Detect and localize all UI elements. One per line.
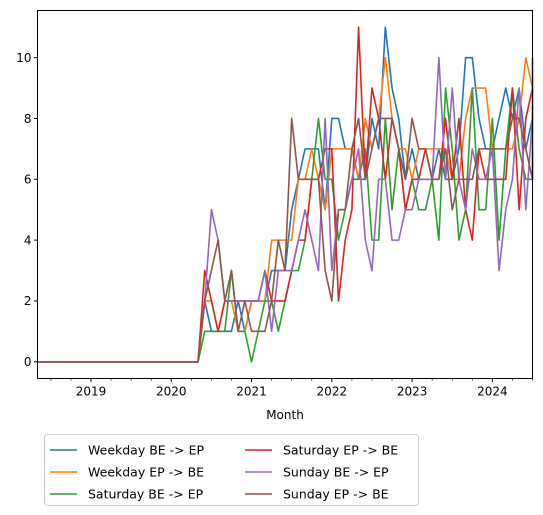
legend-entry: Weekday EP -> BE <box>50 465 204 480</box>
x-tick-label: 2021 <box>236 385 267 399</box>
y-tick-label: 2 <box>24 294 32 308</box>
series-line-5 <box>37 117 534 363</box>
legend-label: Weekday BE -> EP <box>88 443 205 458</box>
x-tick-label: 2019 <box>76 385 107 399</box>
legend-frame <box>44 434 419 506</box>
y-tick-label: 4 <box>24 233 32 247</box>
legend-entry: Saturday EP -> BE <box>245 443 398 458</box>
legend: Weekday BE -> EP Weekday EP -> BE Saturday… <box>44 434 419 506</box>
y-tick-label: 6 <box>24 173 32 187</box>
series-lines <box>37 26 534 363</box>
y-tick-label: 10 <box>16 51 31 65</box>
y-tick-label: 0 <box>24 355 32 369</box>
x-axis-title: Month <box>266 408 304 422</box>
x-tick-label: 2022 <box>317 385 348 399</box>
y-tick-label: 8 <box>24 112 32 126</box>
x-axis: 2019 2020 2021 2022 2023 2024 <box>50 378 533 399</box>
x-tick-label: 2023 <box>397 385 428 399</box>
legend-label: Saturday EP -> BE <box>283 443 398 458</box>
x-tick-label: 2020 <box>156 385 187 399</box>
legend-entry: Weekday BE -> EP <box>50 443 205 458</box>
legend-label: Sunday BE -> EP <box>283 465 389 480</box>
legend-label: Sunday EP -> BE <box>283 487 389 502</box>
legend-entry: Sunday EP -> BE <box>245 487 389 502</box>
y-axis: 0 2 4 6 8 10 <box>16 51 38 369</box>
legend-entry: Saturday BE -> EP <box>50 487 204 502</box>
legend-entry: Sunday BE -> EP <box>245 465 389 480</box>
x-tick-label: 2024 <box>477 385 508 399</box>
plot-frame <box>37 10 533 379</box>
legend-label: Weekday EP -> BE <box>88 465 204 480</box>
legend-label: Saturday BE -> EP <box>88 487 204 502</box>
